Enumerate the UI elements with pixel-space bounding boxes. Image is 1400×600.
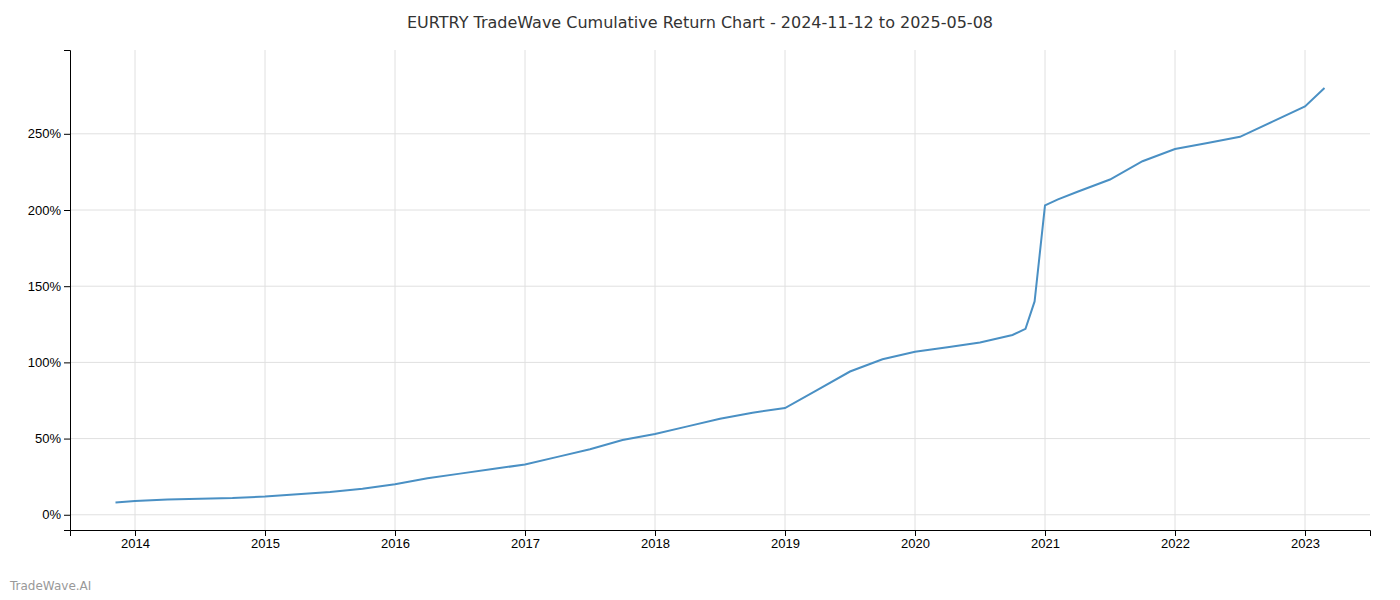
grid-line-y [70,362,1370,363]
grid-line-x [1045,50,1046,530]
tick-mark [64,286,70,287]
grid-line-x [135,50,136,530]
grid-line-y [70,438,1370,439]
tick-mark [64,362,70,363]
x-axis: 2014 2015 2016 2017 2018 2019 2020 2021 2022 2023 [71,530,1371,551]
tick-label: 2020 [901,536,930,551]
grid-line-y [70,514,1370,515]
tick-label: 100% [28,355,62,370]
tick-mark [265,530,266,536]
tick: 2022 [1161,530,1190,551]
tick-label: 250% [28,126,62,141]
grid-line-y [70,286,1370,287]
tick: 200% [28,203,70,218]
grid-line-x [785,50,786,530]
tick: 100% [28,355,70,370]
tick-label: 0% [42,507,61,522]
tick-label: 2017 [511,536,540,551]
tick-mark [915,530,916,536]
tick: 150% [28,279,70,294]
tick: 2016 [381,530,410,551]
tick-mark [395,530,396,536]
tick-label: 150% [28,279,62,294]
tick-label: 2016 [381,536,410,551]
grid-line-x [915,50,916,530]
tick-mark [64,515,70,516]
grid-line-x [655,50,656,530]
tick-label: 50% [35,431,61,446]
tick-mark [525,530,526,536]
grid-line-x [1175,50,1176,530]
y-axis: 0% 50% 100% 150% 200% 250% [28,51,71,531]
tick-mark [64,439,70,440]
tick-label: 2019 [771,536,800,551]
tick: 2017 [511,530,540,551]
tick-label: 2018 [641,536,670,551]
tick-mark [1305,530,1306,536]
line [116,88,1325,502]
tick-label: 2022 [1161,536,1190,551]
grid-line-x [395,50,396,530]
tick-mark [135,530,136,536]
grid-line-x [525,50,526,530]
grid-line-x [1305,50,1306,530]
tick-label: 2014 [121,536,150,551]
grid-line-x [265,50,266,530]
axis-domain [71,531,1371,537]
tick: 2015 [251,530,280,551]
tick: 50% [35,431,70,446]
tick: 2019 [771,530,800,551]
tick: 2014 [121,530,150,551]
grid-line-y [70,210,1370,211]
grid-line-y [70,133,1370,134]
title: EURTRY TradeWave Cumulative Return Chart… [407,13,993,32]
tick: 2023 [1291,530,1320,551]
tick: 2020 [901,530,930,551]
axis-domain [64,51,71,531]
tick-mark [64,210,70,211]
marks [116,88,1325,502]
tick-mark [785,530,786,536]
tick-mark [1045,530,1046,536]
tick-label: 2021 [1031,536,1060,551]
annotation: TradeWave.AI [9,579,91,593]
chart: 2014 2015 2016 2017 2018 2019 2020 2021 2022 2023… [0,0,1400,600]
plot: 2014 2015 2016 2017 2018 2019 2020 2021 2022 2023… [28,50,1371,551]
tick-label: 200% [28,203,62,218]
tick-mark [64,134,70,135]
tick-mark [1175,530,1176,536]
tick-label: 2023 [1291,536,1320,551]
tick-mark [655,530,656,536]
grid [70,50,1370,530]
tick: 2018 [641,530,670,551]
tick-label: 2015 [251,536,280,551]
tick: 2021 [1031,530,1060,551]
tick: 0% [42,507,70,522]
tick: 250% [28,126,70,141]
